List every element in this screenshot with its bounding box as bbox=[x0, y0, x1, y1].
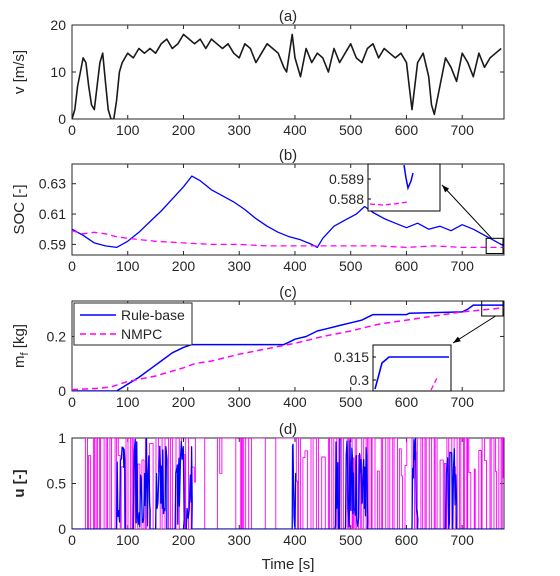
y-tick-label: 20 bbox=[50, 17, 66, 33]
y-tick-label: 0.63 bbox=[39, 176, 66, 192]
panel-a-chart: (a) 0 100 200 300 400 500 600 700 0 10 20 v [m/s] bbox=[11, 8, 505, 138]
legend-box bbox=[73, 302, 193, 346]
x-tick-label: 400 bbox=[283, 122, 307, 138]
x-tick-label: 400 bbox=[283, 394, 307, 410]
y-axis-label: v [m/s] bbox=[11, 50, 28, 94]
x-axis-label: Time [s] bbox=[262, 556, 315, 573]
panel-title: (d) bbox=[279, 421, 297, 438]
series-nmpc-line bbox=[72, 307, 504, 391]
x-tick-label: 600 bbox=[395, 532, 419, 548]
x-tick-label: 500 bbox=[339, 122, 363, 138]
series-rule-base-line bbox=[72, 304, 504, 391]
x-tick-label: 300 bbox=[228, 394, 252, 410]
y-axis-label: u [-] bbox=[11, 469, 28, 497]
plot-frame bbox=[71, 24, 505, 120]
y-tick-label: 1 bbox=[58, 430, 66, 446]
x-tick-label: 0 bbox=[68, 532, 76, 548]
x-tick-label: 100 bbox=[116, 394, 140, 410]
inset-arrow-head bbox=[453, 336, 461, 343]
x-tick-label: 600 bbox=[395, 122, 419, 138]
x-tick-label: 700 bbox=[451, 258, 475, 274]
x-tick-label: 600 bbox=[395, 258, 419, 274]
panel-b-chart: (b) 0 100 200 300 400 500 600 700 0.59 0.61 0.63 SOC… bbox=[11, 147, 505, 274]
y-tick-label: 0 bbox=[58, 521, 66, 537]
inset-arrow bbox=[452, 315, 496, 344]
series-rule-base-line bbox=[72, 175, 504, 249]
panel-title: (b) bbox=[279, 147, 297, 164]
y-tick-label: 10 bbox=[50, 64, 66, 80]
y-tick-label: 0.2 bbox=[47, 328, 67, 344]
inset-arrow bbox=[441, 184, 493, 239]
x-tick-label: 100 bbox=[116, 258, 140, 274]
series-speed-line bbox=[72, 33, 502, 119]
panel-d-chart: (d) 0 100 200 300 400 500 600 700 0 0.5 1 u [-] Time … bbox=[11, 421, 505, 573]
x-tick-label: 500 bbox=[339, 532, 363, 548]
panel-c-chart: (c) 0 100 200 300 400 500 600 700 0 0.2 mf [kg] Rule… bbox=[11, 284, 505, 410]
plot-area bbox=[72, 304, 504, 391]
inset-rule-line bbox=[374, 356, 449, 390]
plot-area bbox=[72, 438, 504, 529]
x-tick-label: 300 bbox=[228, 122, 252, 138]
x-tick-label: 0 bbox=[68, 122, 76, 138]
inset-frame bbox=[372, 344, 452, 392]
x-tick-label: 300 bbox=[228, 258, 252, 274]
x-tick-label: 300 bbox=[228, 532, 252, 548]
legend-label: Rule-base bbox=[121, 307, 185, 323]
panel-title: (c) bbox=[279, 284, 297, 301]
y-tick-label: 0.5 bbox=[47, 476, 67, 492]
plot-area bbox=[72, 33, 502, 119]
series-nmpc-line bbox=[72, 230, 504, 249]
zoom-box bbox=[485, 237, 504, 254]
inset-y-tick-label: 0.315 bbox=[334, 349, 369, 365]
x-tick-label: 700 bbox=[451, 394, 475, 410]
x-tick-label: 100 bbox=[116, 122, 140, 138]
inset-nmpc-line bbox=[369, 201, 409, 206]
y-axis-label: SOC [-] bbox=[11, 184, 28, 234]
x-tick-label: 400 bbox=[283, 532, 307, 548]
x-tick-label: 100 bbox=[116, 532, 140, 548]
inset-nmpc-line bbox=[430, 377, 438, 391]
inset-arrow-head bbox=[442, 185, 450, 193]
x-tick-label: 200 bbox=[172, 258, 196, 274]
inset-rule-line bbox=[403, 164, 414, 191]
x-tick-label: 0 bbox=[68, 394, 76, 410]
y-tick-label: 0.59 bbox=[39, 236, 66, 252]
x-tick-label: 0 bbox=[68, 258, 76, 274]
plot-area bbox=[72, 175, 504, 249]
y-tick-label: 0 bbox=[58, 383, 66, 399]
zoom-box bbox=[481, 300, 504, 317]
x-tick-label: 200 bbox=[172, 122, 196, 138]
legend-label: NMPC bbox=[121, 326, 162, 342]
x-tick-label: 200 bbox=[172, 532, 196, 548]
series-rule-base-line bbox=[72, 438, 504, 529]
panel-title: (a) bbox=[279, 8, 297, 25]
y-axis-label: mf [kg] bbox=[11, 324, 31, 368]
x-tick-label: 700 bbox=[451, 122, 475, 138]
x-tick-label: 500 bbox=[339, 394, 363, 410]
inset-y-tick-label: 0.588 bbox=[329, 191, 364, 207]
y-tick-label: 0.61 bbox=[39, 206, 66, 222]
x-tick-label: 400 bbox=[283, 258, 307, 274]
x-tick-label: 200 bbox=[172, 394, 196, 410]
x-tick-label: 700 bbox=[451, 532, 475, 548]
inset-y-tick-label: 0.3 bbox=[350, 372, 370, 388]
x-tick-label: 600 bbox=[395, 394, 419, 410]
inset-y-tick-label: 0.589 bbox=[329, 171, 364, 187]
inset-frame bbox=[367, 163, 441, 212]
x-tick-label: 500 bbox=[339, 258, 363, 274]
y-tick-label: 0 bbox=[58, 111, 66, 127]
